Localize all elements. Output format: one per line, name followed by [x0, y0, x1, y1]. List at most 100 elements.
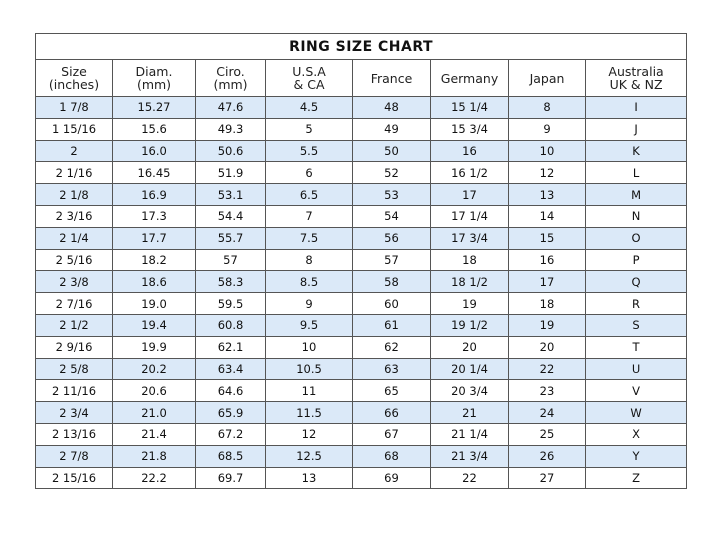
- cell-japan: 8: [508, 96, 586, 119]
- cell-size-inches: 2 15/16: [35, 466, 113, 490]
- cell-diameter-mm: 21.8: [112, 444, 196, 468]
- cell-circumference-mm: 51.9: [195, 161, 266, 185]
- table-row: 1 7/8 15.27 47.6 4.5 48 15 1/4 8 I: [35, 96, 688, 119]
- cell-diameter-mm: 15.27: [112, 96, 196, 119]
- cell-france: 48: [352, 96, 431, 119]
- cell-size-inches: 2 7/16: [35, 292, 113, 315]
- cell-japan: 9: [508, 117, 586, 141]
- cell-size-inches: 2 5/8: [35, 357, 113, 381]
- header-circumference-mm: Ciro. (mm): [195, 59, 266, 97]
- cell-japan: 12: [508, 161, 586, 185]
- cell-size-inches: 2 11/16: [35, 379, 113, 403]
- cell-usa-ca: 5: [265, 117, 353, 141]
- cell-size-inches: 2 1/4: [35, 226, 113, 250]
- cell-circumference-mm: 69.7: [195, 466, 266, 490]
- cell-japan: 13: [508, 183, 586, 206]
- cell-size-inches: 2 5/16: [35, 248, 113, 272]
- header-label: Diam.: [135, 64, 173, 79]
- cell-france: 65: [352, 379, 431, 403]
- cell-diameter-mm: 19.4: [112, 313, 196, 337]
- cell-usa-ca: 11: [265, 379, 353, 403]
- cell-size-inches: 2 3/16: [35, 204, 113, 228]
- cell-germany: 18: [430, 248, 509, 272]
- table-row: 2 1/2 19.4 60.8 9.5 61 19 1/2 19 S: [35, 313, 688, 337]
- cell-usa-ca: 5.5: [265, 139, 353, 163]
- table-row: 2 5/8 20.2 63.4 10.5 63 20 1/4 22 U: [35, 357, 688, 381]
- table-row: 2 7/8 21.8 68.5 12.5 68 21 3/4 26 Y: [35, 444, 688, 468]
- header-japan: Japan: [508, 59, 586, 97]
- cell-australia-uk-nz: R: [584, 292, 688, 315]
- cell-size-inches: 2 3/8: [35, 270, 113, 294]
- cell-france: 63: [352, 357, 431, 381]
- table-row: 2 1/8 16.9 53.1 6.5 53 17 13 M: [35, 183, 688, 206]
- cell-usa-ca: 9.5: [265, 313, 353, 337]
- header-label: Germany: [440, 70, 499, 86]
- table-body: 1 7/8 15.27 47.6 4.5 48 15 1/4 8 I 1 15/16 15.6 49…: [35, 96, 688, 490]
- table-row: 2 11/16 20.6 64.6 11 65 20 3/4 23 V: [35, 379, 688, 403]
- cell-usa-ca: 9: [265, 292, 353, 315]
- cell-diameter-mm: 17.3: [112, 204, 196, 228]
- cell-circumference-mm: 53.1: [195, 183, 266, 206]
- cell-france: 69: [352, 466, 431, 490]
- cell-germany: 22: [430, 466, 509, 490]
- cell-france: 49: [352, 117, 431, 141]
- header-label: Australia: [608, 64, 664, 79]
- cell-diameter-mm: 17.7: [112, 226, 196, 250]
- cell-japan: 14: [508, 204, 586, 228]
- cell-germany: 17 3/4: [430, 226, 509, 250]
- cell-germany: 15 1/4: [430, 96, 509, 119]
- cell-japan: 16: [508, 248, 586, 272]
- cell-circumference-mm: 64.6: [195, 379, 266, 403]
- cell-germany: 20: [430, 335, 509, 359]
- cell-australia-uk-nz: U: [584, 357, 688, 381]
- header-usa-ca: U.S.A & CA: [265, 59, 353, 97]
- cell-diameter-mm: 20.6: [112, 379, 196, 403]
- cell-size-inches: 2: [35, 139, 113, 163]
- cell-france: 58: [352, 270, 431, 294]
- cell-diameter-mm: 22.2: [112, 466, 196, 490]
- cell-diameter-mm: 19.9: [112, 335, 196, 359]
- header-australia-uk-nz: Australia UK & NZ: [584, 59, 688, 97]
- cell-australia-uk-nz: W: [584, 401, 688, 424]
- cell-australia-uk-nz: Y: [584, 444, 688, 468]
- header-label: (mm): [213, 77, 248, 92]
- cell-australia-uk-nz: X: [584, 422, 688, 446]
- table-row: 2 13/16 21.4 67.2 12 67 21 1/4 25 X: [35, 422, 688, 446]
- cell-size-inches: 2 1/8: [35, 183, 113, 206]
- cell-japan: 10: [508, 139, 586, 163]
- cell-australia-uk-nz: M: [584, 183, 688, 206]
- cell-japan: 17: [508, 270, 586, 294]
- cell-circumference-mm: 54.4: [195, 204, 266, 228]
- cell-usa-ca: 10.5: [265, 357, 353, 381]
- cell-germany: 18 1/2: [430, 270, 509, 294]
- cell-germany: 16 1/2: [430, 161, 509, 185]
- header-label: Size: [61, 64, 87, 79]
- cell-france: 50: [352, 139, 431, 163]
- cell-usa-ca: 8.5: [265, 270, 353, 294]
- cell-diameter-mm: 15.6: [112, 117, 196, 141]
- cell-circumference-mm: 68.5: [195, 444, 266, 468]
- cell-germany: 15 3/4: [430, 117, 509, 141]
- cell-japan: 22: [508, 357, 586, 381]
- table-row: 2 3/4 21.0 65.9 11.5 66 21 24 W: [35, 401, 688, 424]
- table-row: 2 16.0 50.6 5.5 50 16 10 K: [35, 139, 688, 163]
- cell-usa-ca: 6: [265, 161, 353, 185]
- header-row: Size (inches) Diam. (mm) Ciro. (mm) U.S.A & CA F…: [35, 59, 688, 97]
- table-row: 2 1/4 17.7 55.7 7.5 56 17 3/4 15 O: [35, 226, 688, 250]
- cell-germany: 21 1/4: [430, 422, 509, 446]
- cell-france: 60: [352, 292, 431, 315]
- cell-japan: 27: [508, 466, 586, 490]
- cell-circumference-mm: 59.5: [195, 292, 266, 315]
- cell-circumference-mm: 49.3: [195, 117, 266, 141]
- cell-circumference-mm: 57: [195, 248, 266, 272]
- cell-usa-ca: 4.5: [265, 96, 353, 119]
- cell-france: 57: [352, 248, 431, 272]
- cell-australia-uk-nz: J: [584, 117, 688, 141]
- cell-diameter-mm: 19.0: [112, 292, 196, 315]
- cell-australia-uk-nz: K: [584, 139, 688, 163]
- cell-circumference-mm: 67.2: [195, 422, 266, 446]
- cell-japan: 25: [508, 422, 586, 446]
- cell-australia-uk-nz: O: [584, 226, 688, 250]
- table-row: 2 3/16 17.3 54.4 7 54 17 1/4 14 N: [35, 204, 688, 228]
- cell-germany: 21: [430, 401, 509, 424]
